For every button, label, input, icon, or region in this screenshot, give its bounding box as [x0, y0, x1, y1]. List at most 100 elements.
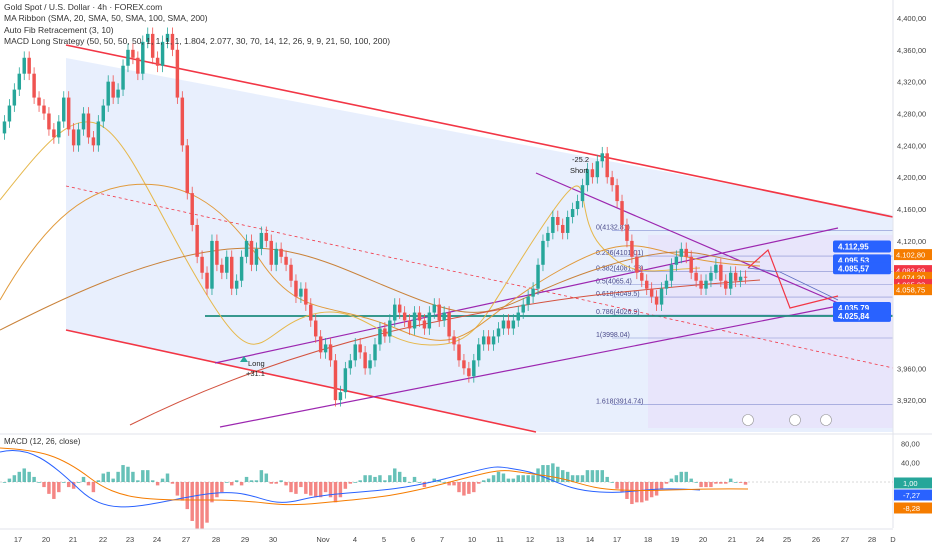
- macd-hist-bar: [664, 482, 669, 484]
- candle: [304, 288, 308, 305]
- candle: [467, 368, 471, 377]
- candle: [215, 240, 219, 265]
- candle: [126, 49, 130, 66]
- macd-hist-bar: [417, 482, 422, 483]
- macd-hist-bar: [733, 482, 738, 483]
- candle: [141, 41, 145, 74]
- x-tick-label: 27: [182, 535, 190, 544]
- candle: [358, 344, 362, 353]
- candle: [704, 280, 708, 289]
- macd-hist-bar: [669, 478, 674, 482]
- candle: [220, 264, 224, 273]
- candle: [47, 113, 51, 130]
- candle: [728, 272, 733, 289]
- candle: [17, 73, 22, 90]
- macd-hist-bar: [570, 475, 575, 482]
- price-badge-label: 4.035,79: [838, 304, 870, 313]
- macd-hist-bar: [674, 475, 679, 482]
- macd-hist-bar: [234, 480, 239, 482]
- x-tick-label: 22: [99, 535, 107, 544]
- fib-label: 0(4132.81): [596, 225, 630, 232]
- legend-fib[interactable]: Auto Fib Retracement (3, 10): [4, 24, 114, 35]
- candle: [699, 280, 703, 289]
- candle: [689, 256, 693, 273]
- macd-hist-bar: [531, 475, 535, 482]
- candle: [422, 320, 427, 329]
- macd-label[interactable]: MACD (12, 26, close): [4, 437, 81, 446]
- macd-hist-bar: [368, 475, 372, 482]
- candle: [160, 41, 165, 66]
- candle: [541, 240, 545, 265]
- macd-hist-bar: [111, 478, 115, 482]
- channel-upper: [65, 44, 894, 218]
- x-tick-label: 28: [212, 535, 220, 544]
- candle: [71, 129, 76, 146]
- macd-hist-bar: [521, 475, 525, 482]
- macd-hist-bar: [699, 482, 703, 488]
- candle: [155, 57, 160, 66]
- x-tick-label: 20: [42, 535, 50, 544]
- macd-hist-bar: [106, 471, 110, 482]
- macd-hist-bar: [101, 473, 106, 482]
- candle: [62, 97, 66, 122]
- macd-hist-bar: [244, 476, 249, 482]
- macd-hist-bar: [472, 482, 476, 493]
- x-tick-label: 17: [613, 535, 621, 544]
- chart-legend: Gold Spot / U.S. Dollar · 4h · FOREX.com…: [4, 2, 390, 48]
- macd-hist-bar: [635, 482, 639, 503]
- macd-hist-bar: [76, 482, 81, 483]
- candle: [254, 248, 259, 265]
- symbol-title[interactable]: Gold Spot / U.S. Dollar · 4h · FOREX.com: [4, 2, 163, 12]
- macd-hist-bar: [541, 465, 545, 482]
- x-tick-label: 21: [728, 535, 736, 544]
- x-tick-label: 13: [556, 535, 564, 544]
- y-tick-label: 4,280,00: [897, 110, 926, 119]
- projection-path: [747, 248, 839, 309]
- macd-hist-bar: [412, 476, 417, 482]
- price-badge-label: 4.025,84: [838, 312, 870, 321]
- x-tick-label: 28: [868, 535, 876, 544]
- macd-hist-bar: [491, 475, 496, 482]
- candle: [407, 320, 412, 329]
- candle: [610, 177, 614, 186]
- candle: [491, 336, 496, 345]
- macd-badge-bg: [894, 477, 932, 489]
- x-tick-label: 26: [812, 535, 820, 544]
- macd-hist-bar: [284, 482, 288, 486]
- macd-hist-bar: [274, 482, 278, 484]
- candle: [585, 169, 590, 186]
- candle: [551, 217, 555, 233]
- axis-badge-bg: [894, 265, 932, 277]
- macd-hist-bar: [155, 482, 160, 486]
- macd-hist-bar: [239, 482, 244, 486]
- candle: [42, 105, 46, 114]
- macd-hist-bar: [160, 478, 165, 482]
- candle: [96, 121, 101, 146]
- legend-ma-ribbon[interactable]: MA Ribbon (SMA, 20, SMA, 50, SMA, 100, S…: [4, 13, 208, 24]
- x-tick-label: 19: [671, 535, 679, 544]
- macd-hist-bar: [12, 475, 17, 482]
- macd-hist-bar: [96, 480, 101, 482]
- candle: [556, 217, 560, 225]
- macd-hist-bar: [116, 471, 120, 482]
- candle: [52, 129, 56, 138]
- macd-hist-bar: [353, 482, 357, 483]
- candle: [121, 65, 125, 90]
- candle: [640, 272, 644, 281]
- macd-hist-bar: [225, 482, 229, 483]
- macd-hist-bar: [195, 482, 199, 530]
- candle: [328, 344, 333, 361]
- candle: [81, 113, 86, 130]
- macd-hist-bar: [496, 471, 501, 482]
- macd-hist-bar: [229, 482, 234, 486]
- macd-hist-bar: [22, 468, 26, 482]
- macd-hist-bar: [704, 482, 708, 488]
- price-badge-label: 4.112,95: [838, 243, 869, 252]
- candle: [600, 153, 604, 162]
- macd-line: [0, 450, 701, 508]
- macd-hist-bar: [363, 475, 367, 482]
- macd-hist-bar: [565, 471, 570, 482]
- legend-macd-strategy[interactable]: MACD Long Strategy (50, 50, 50, 50, 1, 1…: [4, 36, 391, 47]
